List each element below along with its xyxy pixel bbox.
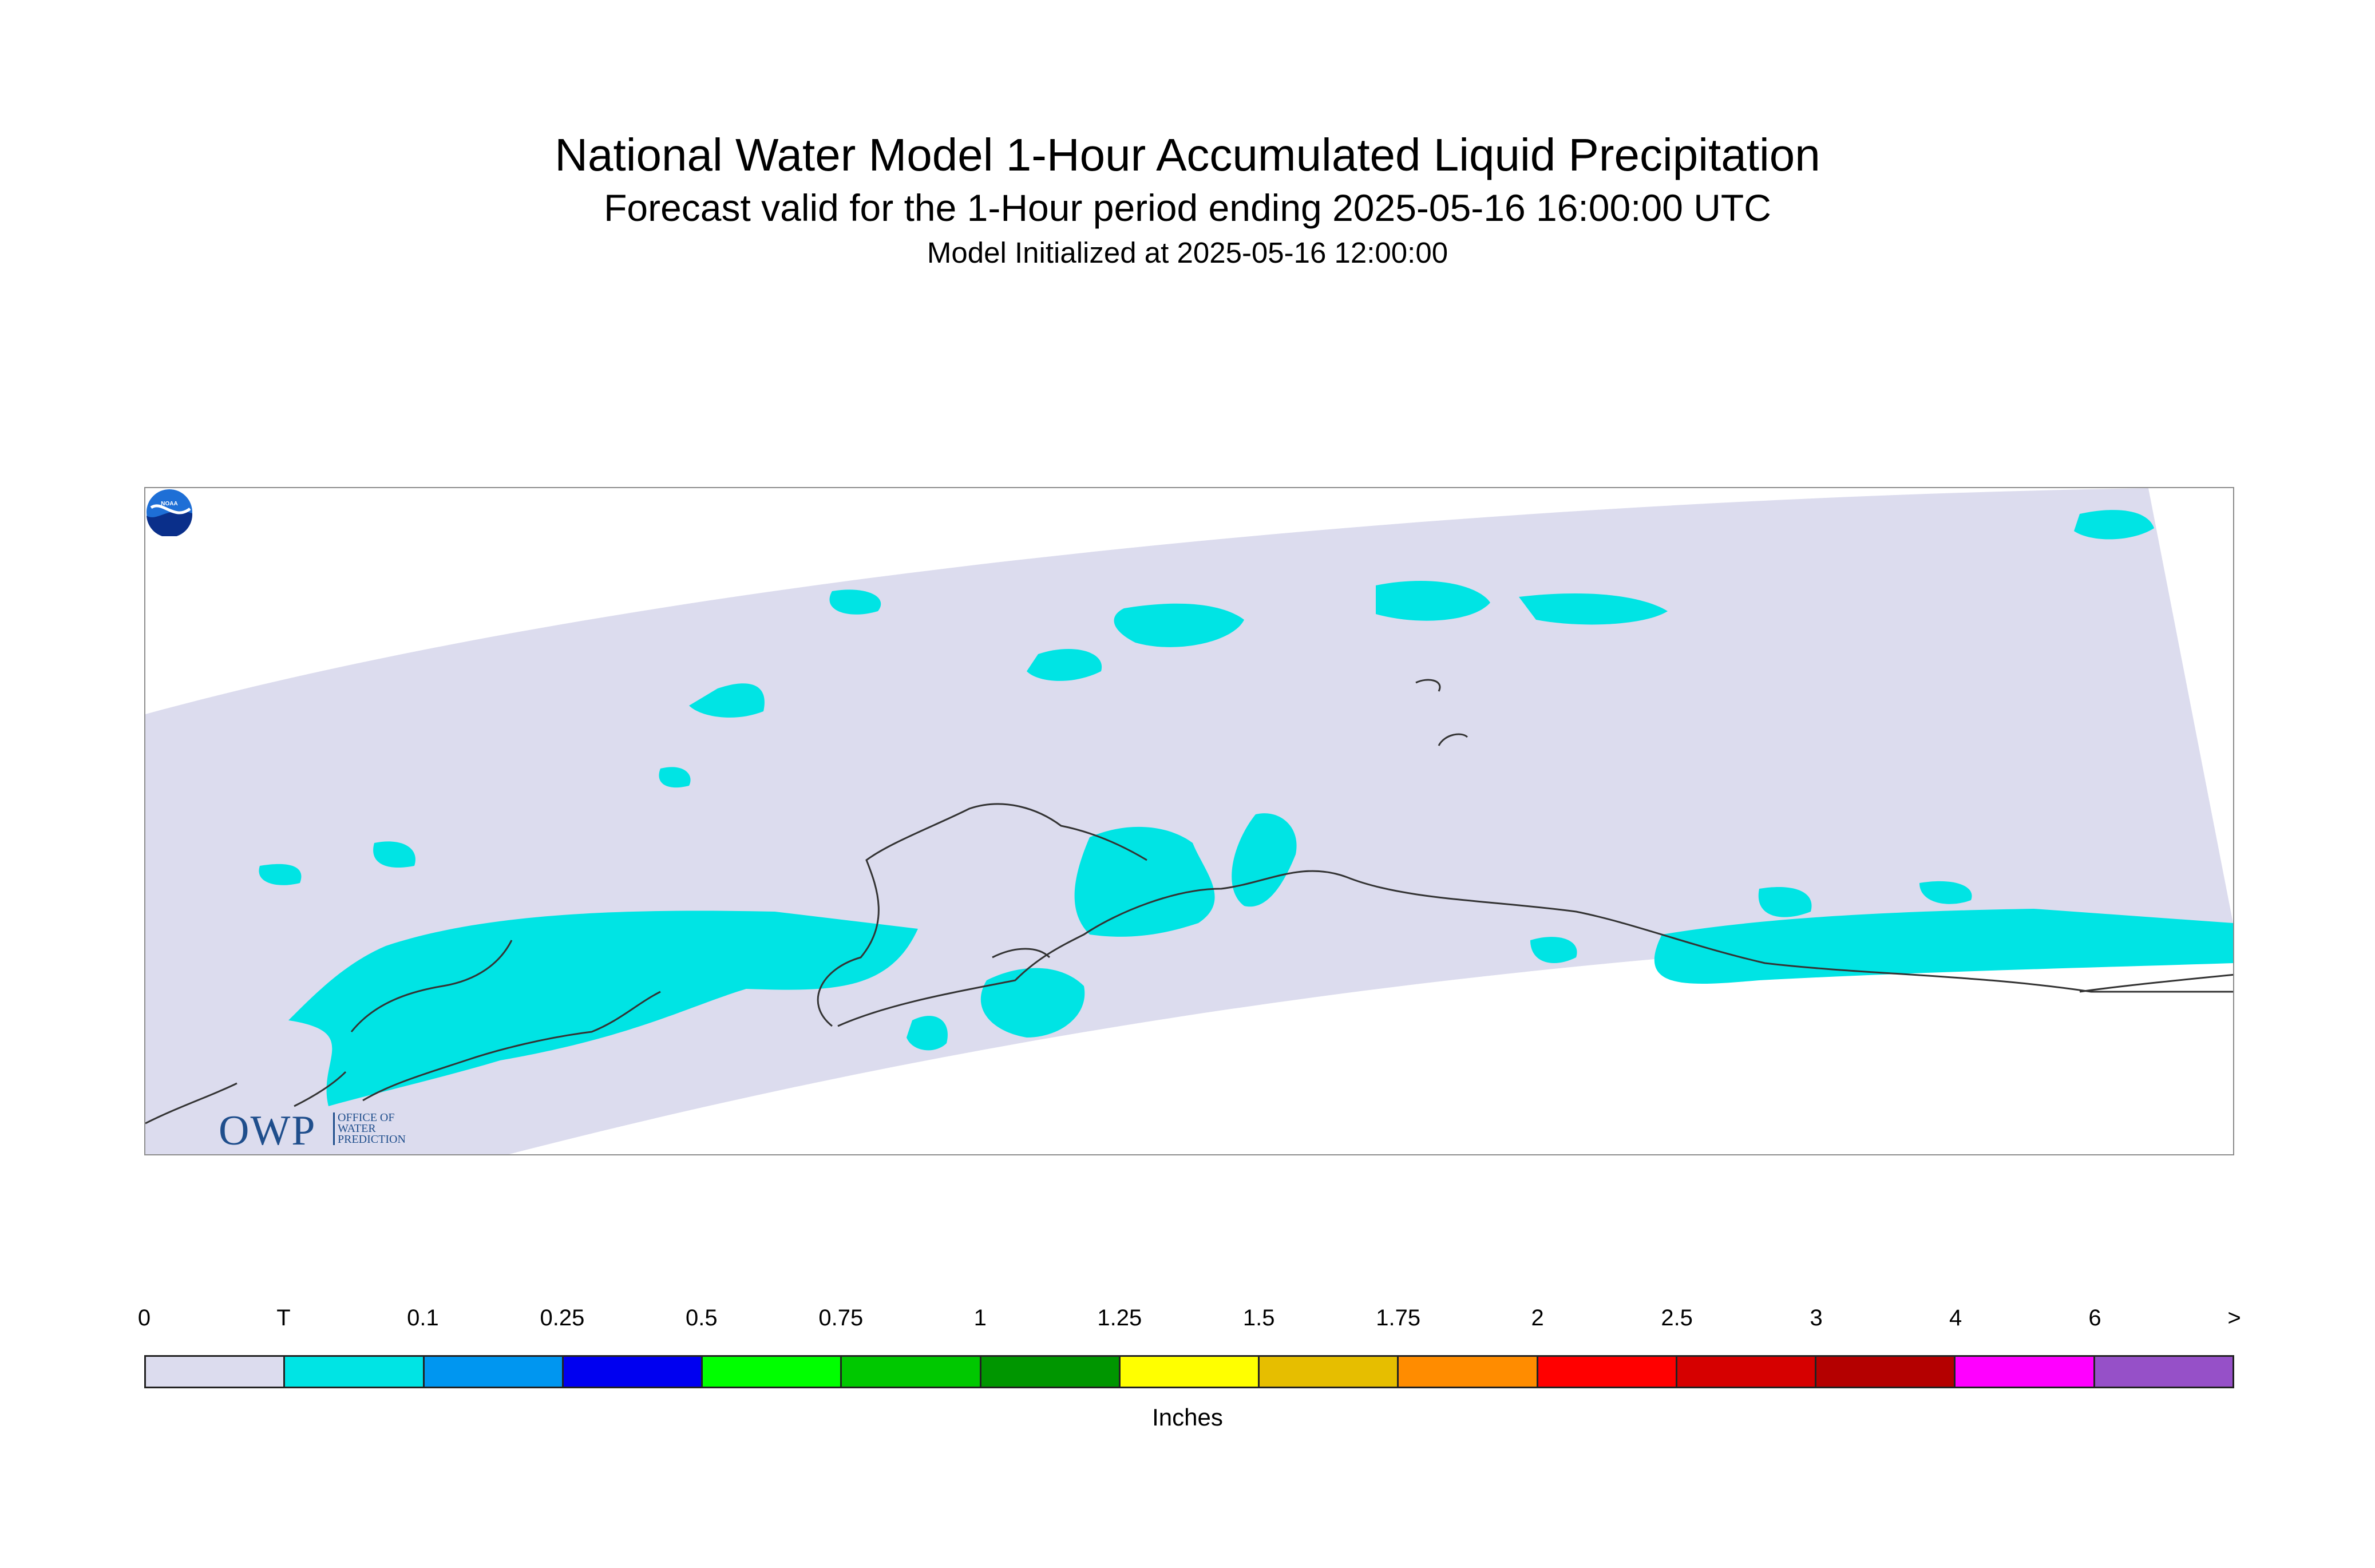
legend-swatch-5: [842, 1357, 981, 1387]
legend-swatch-0: [146, 1357, 286, 1387]
legend-swatch-13: [1956, 1357, 2095, 1387]
legend-tick-label: 0.5: [686, 1305, 718, 1331]
legend-swatch-1: [285, 1357, 425, 1387]
legend-tick-label: 3: [1810, 1305, 1823, 1331]
legend-swatch-14: [2095, 1357, 2232, 1387]
legend-swatch-4: [703, 1357, 842, 1387]
legend-tick-label-end: >: [2227, 1305, 2241, 1331]
legend-tick-label: 1.5: [1242, 1305, 1275, 1331]
owp-logo-mark: OWP: [219, 1107, 316, 1154]
legend-tick-label: 1: [973, 1305, 987, 1331]
precipitation-map: OWP OFFICE OF WATER PREDICTION NOAA: [144, 487, 2234, 1155]
legend-tick-label: 0.25: [540, 1305, 585, 1331]
legend-tick-label: 1.75: [1376, 1305, 1421, 1331]
trace-precipitation-areas: [259, 510, 2233, 1106]
owp-logo-text: OFFICE OF WATER PREDICTION: [333, 1112, 418, 1145]
legend-tick-label: 6: [2088, 1305, 2101, 1331]
legend-swatch-12: [1816, 1357, 1956, 1387]
map-title: National Water Model 1-Hour Accumulated …: [555, 129, 1820, 180]
legend-swatch-11: [1677, 1357, 1817, 1387]
legend-swatch-2: [424, 1357, 564, 1387]
legend-tick-label: 2: [1531, 1305, 1544, 1331]
map-canvas: [145, 488, 2233, 1154]
legend-swatch-8: [1260, 1357, 1399, 1387]
legend-swatch-9: [1399, 1357, 1538, 1387]
model-init-label: Model Initialized at 2025-05-16 12:00:00: [927, 236, 1448, 269]
legend-tick-label: 1.25: [1097, 1305, 1142, 1331]
precipitation-legend: 0 T 0.1 0.25 0.5 0.75 1 1.25 1.5 1.75 2 2.5 3 4 6 >: [138, 1305, 2241, 1442]
noaa-logo: NOAA: [147, 489, 193, 536]
legend-units-label: Inches: [1152, 1404, 1223, 1431]
legend-color-bar: [144, 1355, 2234, 1388]
legend-tick-label: 4: [1949, 1305, 1962, 1331]
legend-tick-label: 2.5: [1661, 1305, 1693, 1331]
map-subtitle: Forecast valid for the 1-Hour period end…: [604, 187, 1771, 229]
legend-tick-label: 0.75: [818, 1305, 864, 1331]
legend-swatch-10: [1538, 1357, 1677, 1387]
legend-swatch-7: [1120, 1357, 1260, 1387]
legend-swatch-3: [563, 1357, 703, 1387]
coastlines: [145, 679, 2233, 1124]
legend-tick-label: T: [276, 1305, 291, 1331]
legend-swatch-6: [981, 1357, 1121, 1387]
noaa-logo-text: NOAA: [161, 501, 177, 507]
legend-tick-label: 0.1: [407, 1305, 439, 1331]
legend-tick-label: 0: [137, 1305, 151, 1331]
